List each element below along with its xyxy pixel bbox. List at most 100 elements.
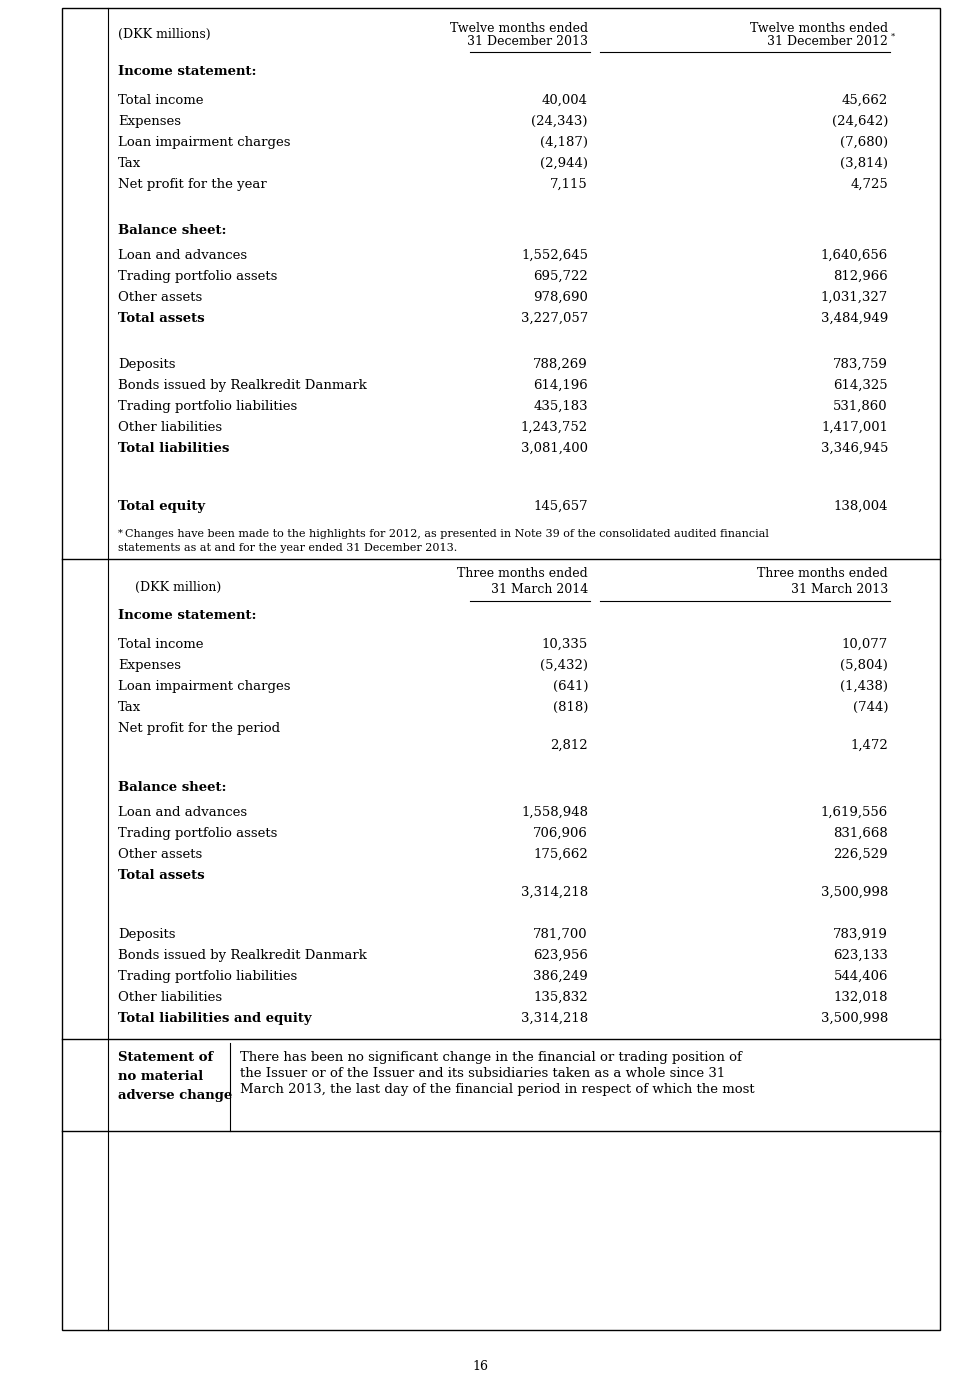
Text: 3,081,400: 3,081,400 — [521, 442, 588, 455]
Text: 1,558,948: 1,558,948 — [521, 806, 588, 818]
Text: Three months ended: Three months ended — [457, 567, 588, 580]
Text: 812,966: 812,966 — [833, 270, 888, 283]
Text: Twelve months ended: Twelve months ended — [750, 22, 888, 34]
Text: Expenses: Expenses — [118, 115, 181, 128]
Text: Balance sheet:: Balance sheet: — [118, 781, 227, 793]
Text: 788,269: 788,269 — [533, 357, 588, 371]
Text: 175,662: 175,662 — [533, 847, 588, 861]
Text: 435,183: 435,183 — [534, 400, 588, 413]
Text: (1,438): (1,438) — [840, 680, 888, 693]
Text: 45,662: 45,662 — [842, 94, 888, 108]
Text: 1,640,656: 1,640,656 — [821, 248, 888, 262]
Text: 781,700: 781,700 — [534, 927, 588, 941]
Text: Tax: Tax — [118, 701, 141, 713]
Text: 3,227,057: 3,227,057 — [520, 312, 588, 326]
Text: Total income: Total income — [118, 638, 204, 651]
Text: 831,668: 831,668 — [833, 827, 888, 840]
Text: (7,680): (7,680) — [840, 137, 888, 149]
Text: 31 March 2014: 31 March 2014 — [491, 582, 588, 596]
Text: *: * — [118, 529, 123, 538]
Text: 1,243,752: 1,243,752 — [521, 421, 588, 433]
Text: Total assets: Total assets — [118, 869, 204, 882]
Text: (5,804): (5,804) — [840, 660, 888, 672]
Text: 614,325: 614,325 — [833, 380, 888, 392]
Text: (24,343): (24,343) — [532, 115, 588, 128]
Text: 7,115: 7,115 — [550, 178, 588, 190]
Text: 4,725: 4,725 — [851, 178, 888, 190]
Text: Statement of
no material
adverse change: Statement of no material adverse change — [118, 1052, 232, 1103]
Text: 544,406: 544,406 — [833, 970, 888, 983]
Text: statements as at and for the year ended 31 December 2013.: statements as at and for the year ended … — [118, 542, 457, 553]
Text: 706,906: 706,906 — [533, 827, 588, 840]
Text: 132,018: 132,018 — [833, 991, 888, 1005]
Text: Other liabilities: Other liabilities — [118, 991, 222, 1005]
Text: Other liabilities: Other liabilities — [118, 421, 222, 433]
Text: 16: 16 — [472, 1361, 488, 1373]
Text: Loan and advances: Loan and advances — [118, 248, 247, 262]
Text: 31 December 2012: 31 December 2012 — [767, 34, 888, 48]
Text: 3,500,998: 3,500,998 — [821, 886, 888, 898]
Text: Expenses: Expenses — [118, 660, 181, 672]
Text: 135,832: 135,832 — [534, 991, 588, 1005]
Text: 1,619,556: 1,619,556 — [821, 806, 888, 818]
Text: 226,529: 226,529 — [833, 847, 888, 861]
Text: Total liabilities and equity: Total liabilities and equity — [118, 1012, 312, 1025]
Text: 31 March 2013: 31 March 2013 — [791, 582, 888, 596]
Text: Income statement:: Income statement: — [118, 609, 256, 622]
Text: 3,500,998: 3,500,998 — [821, 1012, 888, 1025]
Text: Balance sheet:: Balance sheet: — [118, 224, 227, 237]
Text: 623,133: 623,133 — [833, 949, 888, 962]
Text: 623,956: 623,956 — [533, 949, 588, 962]
Text: Trading portfolio liabilities: Trading portfolio liabilities — [118, 400, 298, 413]
Text: 10,077: 10,077 — [842, 638, 888, 651]
Text: 1,031,327: 1,031,327 — [821, 291, 888, 304]
Text: Total liabilities: Total liabilities — [118, 442, 229, 455]
Text: 3,314,218: 3,314,218 — [521, 886, 588, 898]
Text: 138,004: 138,004 — [833, 500, 888, 513]
Text: Total assets: Total assets — [118, 312, 204, 326]
Text: 978,690: 978,690 — [533, 291, 588, 304]
Text: Trading portfolio assets: Trading portfolio assets — [118, 270, 277, 283]
Text: 1,552,645: 1,552,645 — [521, 248, 588, 262]
Text: Three months ended: Three months ended — [757, 567, 888, 580]
Text: 1,472: 1,472 — [851, 740, 888, 752]
Text: 3,346,945: 3,346,945 — [821, 442, 888, 455]
Text: Changes have been made to the highlights for 2012, as presented in Note 39 of th: Changes have been made to the highlights… — [125, 529, 769, 540]
Text: (3,814): (3,814) — [840, 157, 888, 170]
Text: Bonds issued by Realkredit Danmark: Bonds issued by Realkredit Danmark — [118, 380, 367, 392]
Text: (641): (641) — [553, 680, 588, 693]
Text: Twelve months ended: Twelve months ended — [450, 22, 588, 34]
Text: Income statement:: Income statement: — [118, 65, 256, 79]
Text: Bonds issued by Realkredit Danmark: Bonds issued by Realkredit Danmark — [118, 949, 367, 962]
Text: Other assets: Other assets — [118, 847, 203, 861]
Text: Deposits: Deposits — [118, 927, 176, 941]
Text: (4,187): (4,187) — [540, 137, 588, 149]
Text: 2,812: 2,812 — [550, 740, 588, 752]
Text: (DKK million): (DKK million) — [134, 581, 221, 593]
Text: (744): (744) — [852, 701, 888, 713]
Text: 40,004: 40,004 — [542, 94, 588, 108]
Text: Loan and advances: Loan and advances — [118, 806, 247, 818]
Text: 783,919: 783,919 — [833, 927, 888, 941]
Text: Other assets: Other assets — [118, 291, 203, 304]
Text: 1,417,001: 1,417,001 — [821, 421, 888, 433]
Text: Net profit for the year: Net profit for the year — [118, 178, 267, 190]
Text: 3,314,218: 3,314,218 — [521, 1012, 588, 1025]
Text: 145,657: 145,657 — [534, 500, 588, 513]
Text: March 2013, the last day of the financial period in respect of which the most: March 2013, the last day of the financia… — [240, 1083, 755, 1096]
Text: 531,860: 531,860 — [833, 400, 888, 413]
Text: (2,944): (2,944) — [540, 157, 588, 170]
Text: 783,759: 783,759 — [833, 357, 888, 371]
Text: 614,196: 614,196 — [533, 380, 588, 392]
Text: 10,335: 10,335 — [541, 638, 588, 651]
Text: Trading portfolio assets: Trading portfolio assets — [118, 827, 277, 840]
Text: Total equity: Total equity — [118, 500, 205, 513]
Text: Loan impairment charges: Loan impairment charges — [118, 137, 291, 149]
Text: *: * — [891, 33, 896, 41]
Text: Deposits: Deposits — [118, 357, 176, 371]
Text: (DKK millions): (DKK millions) — [118, 28, 210, 41]
Text: Total income: Total income — [118, 94, 204, 108]
Text: 386,249: 386,249 — [533, 970, 588, 983]
Text: the Issuer or of the Issuer and its subsidiaries taken as a whole since 31: the Issuer or of the Issuer and its subs… — [240, 1067, 725, 1081]
Text: 31 December 2013: 31 December 2013 — [467, 34, 588, 48]
